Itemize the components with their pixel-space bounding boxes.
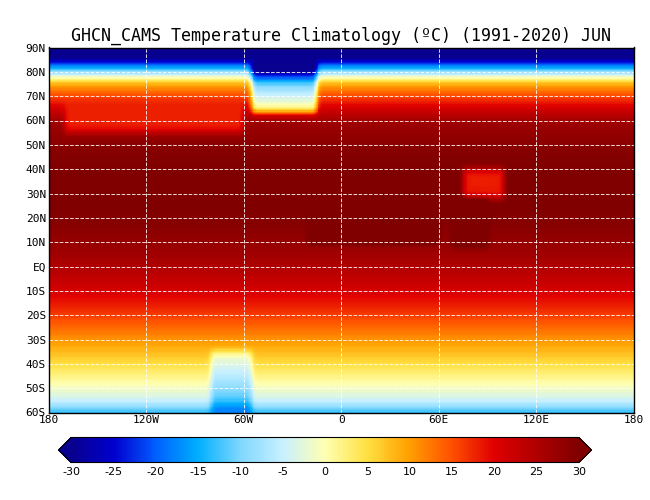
Title: GHCN_CAMS Temperature Climatology (ºC) (1991-2020) JUN: GHCN_CAMS Temperature Climatology (ºC) (…: [72, 26, 611, 45]
PathPatch shape: [58, 438, 72, 462]
PathPatch shape: [578, 438, 592, 462]
